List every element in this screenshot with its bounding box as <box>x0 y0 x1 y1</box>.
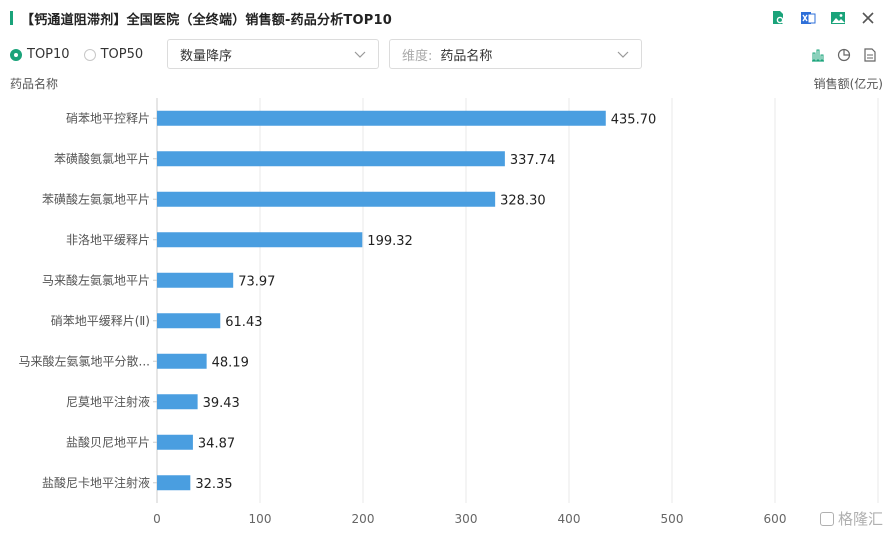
x-tick-label: 500 <box>661 512 684 526</box>
dimension-label: 维度: <box>402 48 433 64</box>
chevron-down-icon <box>617 51 629 58</box>
bar <box>157 434 193 450</box>
chevron-down-icon <box>354 51 366 58</box>
image-icon[interactable] <box>829 9 847 27</box>
x-tick-label: 300 <box>455 512 478 526</box>
sort-select-value: 数量降序 <box>180 48 233 64</box>
data-label: 48.19 <box>212 355 249 370</box>
data-label: 39.43 <box>203 396 240 411</box>
header-toolbar <box>769 9 877 27</box>
x-tick-label: 200 <box>352 512 375 526</box>
bar <box>157 394 198 410</box>
top-n-radio-group: TOP10 TOP50 <box>10 47 157 62</box>
watermark: 格隆汇 <box>819 508 883 529</box>
radio-top50-label: TOP50 <box>100 47 144 62</box>
y-category-label: 盐酸尼卡地平注射液 <box>42 475 150 490</box>
y-category-label: 尼莫地平注射液 <box>66 394 150 409</box>
y-category-label: 苯磺酸左氨氯地平片 <box>42 191 150 206</box>
data-label: 435.70 <box>611 112 657 127</box>
y-category-label: 盐酸贝尼地平片 <box>66 434 150 449</box>
sort-select[interactable]: 数量降序 <box>167 39 379 69</box>
data-label: 337.74 <box>510 153 556 168</box>
pie-chart-icon[interactable] <box>837 48 851 62</box>
y-category-label: 马来酸左氨氯地平分散... <box>19 353 150 368</box>
data-label: 73.97 <box>238 274 275 289</box>
bar <box>157 313 221 329</box>
page-title: 【钙通道阻滞剂】全国医院（全终端）销售额-药品分析TOP10 <box>21 12 392 28</box>
y-axis-title: 药品名称 <box>10 77 59 91</box>
watermark-logo-icon <box>819 511 834 526</box>
x-tick-label: 0 <box>153 512 161 526</box>
bar <box>157 191 496 207</box>
bar <box>157 353 207 369</box>
view-switcher <box>811 48 877 62</box>
data-label: 199.32 <box>367 234 413 249</box>
bar <box>157 110 606 126</box>
y-category-label: 硝苯地平缓释片(Ⅱ) <box>51 314 150 328</box>
data-label: 328.30 <box>500 193 546 208</box>
title-accent-bar <box>10 11 13 25</box>
y-category-label: 硝苯地平控释片 <box>66 111 150 125</box>
radio-top50[interactable]: TOP50 <box>83 47 144 62</box>
bar <box>157 232 363 248</box>
watermark-text: 格隆汇 <box>837 510 883 528</box>
bar <box>157 475 191 491</box>
data-label: 32.35 <box>195 477 232 492</box>
close-icon[interactable] <box>859 9 877 27</box>
bar-chart-icon[interactable] <box>811 48 825 62</box>
radio-dot-icon <box>10 48 22 61</box>
y-category-label: 非洛地平缓释片 <box>66 232 150 247</box>
excel-icon[interactable] <box>799 9 817 27</box>
chart-header: 【钙通道阻滞剂】全国医院（全终端）销售额-药品分析TOP10 <box>10 9 392 28</box>
table-icon[interactable] <box>863 48 877 62</box>
bar <box>157 151 505 167</box>
dimension-select[interactable]: 维度: 药品名称 <box>389 39 642 69</box>
radio-top10-label: TOP10 <box>27 47 70 62</box>
x-tick-label: 600 <box>764 512 787 526</box>
x-tick-label: 400 <box>558 512 581 526</box>
x-tick-label: 100 <box>249 512 272 526</box>
radio-top10[interactable]: TOP10 <box>10 47 70 62</box>
data-label: 34.87 <box>198 436 235 451</box>
x-axis-title: 销售额(亿元) <box>813 77 883 91</box>
data-label: 61.43 <box>225 315 262 330</box>
y-category-label: 马来酸左氨氯地平片 <box>42 272 150 287</box>
y-category-label: 苯磺酸氨氯地平片 <box>54 151 150 166</box>
radio-dot-icon <box>83 48 96 61</box>
search-doc-icon[interactable] <box>769 9 787 27</box>
bar <box>157 272 234 288</box>
dimension-value: 药品名称 <box>440 48 493 64</box>
